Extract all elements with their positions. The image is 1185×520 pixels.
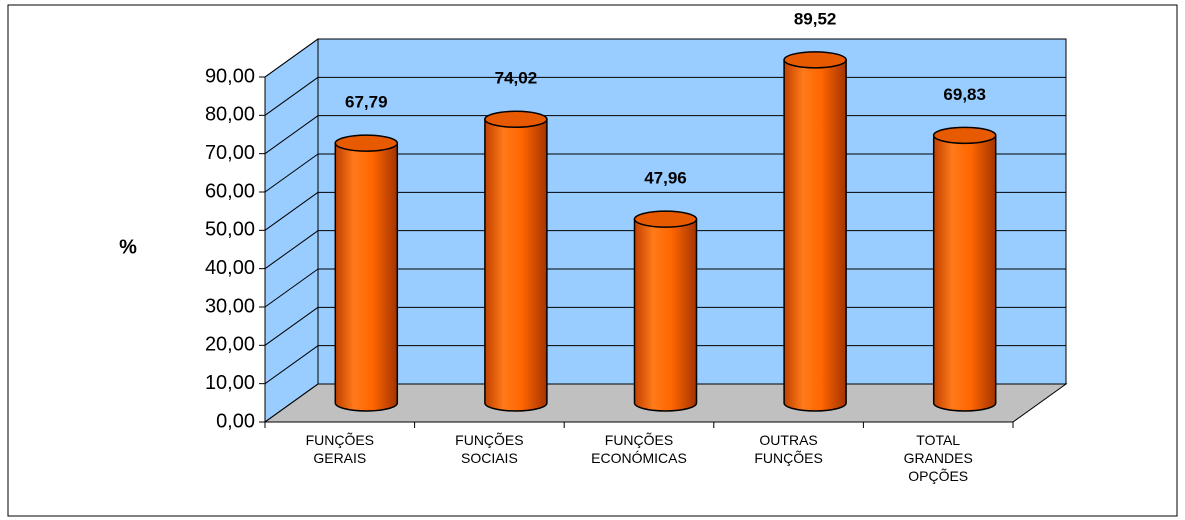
bar-top	[484, 110, 548, 129]
y-tick-label: 20,00	[205, 334, 255, 356]
grid-line-side	[264, 153, 319, 193]
bar-top	[633, 210, 698, 228]
y-axis-label: %	[119, 236, 137, 258]
grid-line-side	[264, 345, 319, 385]
frame	[7, 4, 1178, 517]
x-tick-label: FUNÇÕES ECONÓMICAS	[591, 432, 687, 466]
grid-line-side	[264, 268, 319, 308]
y-tick-label: 30,00	[205, 295, 255, 317]
grid-line-side	[264, 230, 319, 270]
y-tick-label: 50,00	[205, 219, 255, 241]
bar	[334, 142, 399, 412]
grid-line-side	[264, 76, 319, 116]
y-tick-label: 70,00	[205, 142, 255, 164]
x-tick-label: TOTAL GRANDES OPÇÕES	[903, 432, 973, 484]
bar	[932, 134, 997, 412]
y-tick-label: 0,00	[216, 410, 255, 432]
y-tick-label: 10,00	[205, 372, 255, 394]
y-tick-label: 40,00	[205, 257, 255, 279]
grid-line-side	[264, 306, 319, 346]
y-tick-label: 90,00	[205, 65, 255, 87]
bar	[484, 118, 548, 412]
data-label: 47,96	[644, 169, 687, 188]
bar-top	[334, 134, 399, 152]
data-label: 89,52	[794, 9, 837, 28]
grid-line-side	[264, 115, 319, 155]
grid-line-side	[264, 38, 319, 78]
y-tick-label: 80,00	[205, 104, 255, 126]
data-label: 67,79	[345, 93, 388, 112]
bar-top	[783, 51, 847, 69]
data-label: 74,02	[495, 69, 538, 88]
bar	[633, 218, 698, 412]
x-tick-label: OUTRAS FUNÇÕES	[754, 432, 823, 466]
y-tick-label: 60,00	[205, 180, 255, 202]
bar	[783, 59, 847, 412]
grid-line-side	[264, 191, 319, 231]
grid-line-side	[264, 383, 319, 423]
x-tick-label: FUNÇÕES GERAIS	[305, 432, 375, 466]
x-tick-label: FUNÇÕES SOCIAIS	[455, 432, 524, 466]
data-label: 69,83	[943, 85, 986, 104]
bar-top	[932, 126, 997, 145]
